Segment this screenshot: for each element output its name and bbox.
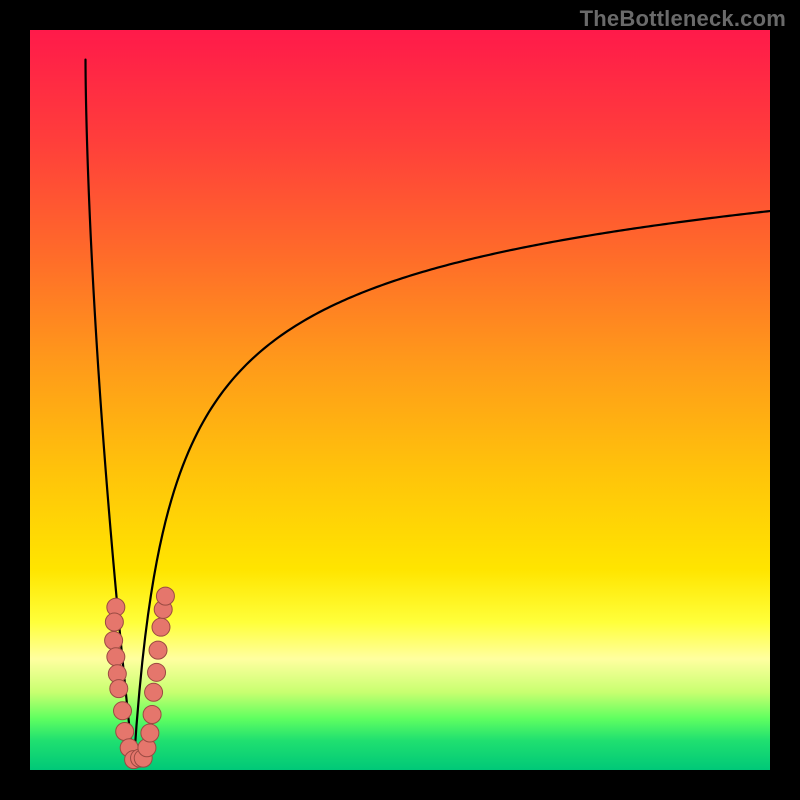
scatter-point: [114, 702, 132, 720]
chart-container: TheBottleneck.com: [0, 0, 800, 800]
scatter-point: [152, 618, 170, 636]
scatter-point: [105, 613, 123, 631]
scatter-point: [110, 680, 128, 698]
scatter-point: [141, 724, 159, 742]
bottleneck-chart: [0, 0, 800, 800]
plot-background: [30, 30, 770, 770]
scatter-point: [105, 632, 123, 650]
scatter-point: [156, 587, 174, 605]
scatter-point: [116, 723, 134, 741]
scatter-point: [145, 683, 163, 701]
scatter-point: [143, 706, 161, 724]
watermark-text: TheBottleneck.com: [580, 6, 786, 32]
scatter-point: [149, 641, 167, 659]
scatter-point: [148, 663, 166, 681]
scatter-point: [107, 648, 125, 666]
